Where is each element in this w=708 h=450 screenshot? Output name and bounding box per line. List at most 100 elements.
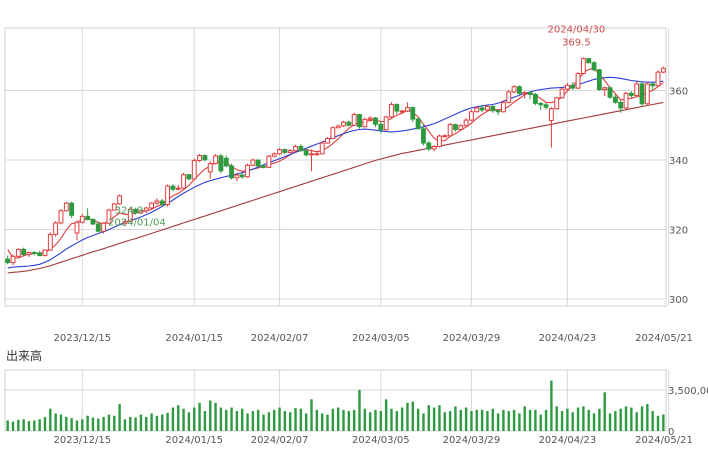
volume-y-axis: 0 3,500,00 (668, 386, 708, 438)
candle-body (165, 185, 171, 206)
volume-bar (560, 411, 564, 431)
candle-body (548, 108, 554, 121)
candle-body (15, 248, 21, 257)
candle-body (314, 153, 320, 156)
candle-body (293, 145, 298, 152)
candle-body (90, 218, 96, 225)
candle-body (421, 128, 426, 144)
volume-bar (427, 405, 430, 431)
volume-bar (486, 411, 489, 431)
volume-bar (630, 407, 633, 431)
volume-bar (443, 412, 446, 431)
volume-bar (262, 414, 265, 431)
candle-body (442, 135, 448, 138)
volume-bar (544, 409, 548, 431)
volume-bar (118, 404, 121, 431)
candle-body (410, 107, 416, 120)
volume-x-tick-label: 2023/12/15 (53, 435, 111, 446)
candle-body (58, 210, 64, 224)
volume-bar (230, 407, 233, 431)
volume-bar (310, 399, 313, 431)
volume-bar (155, 415, 159, 431)
price-x-tick-label: 2023/12/15 (53, 333, 111, 344)
volume-bar (320, 413, 324, 431)
volume-bar (187, 412, 191, 431)
candle-body (447, 124, 453, 137)
volume-bar (395, 411, 399, 431)
candle-body (596, 69, 602, 91)
candle-body (554, 97, 560, 110)
candle-body (346, 121, 352, 126)
candle-body (458, 125, 464, 130)
candle-body (261, 165, 266, 168)
volume-bar (555, 406, 558, 431)
candle-body (575, 73, 581, 89)
ma-long-line (7, 101, 664, 274)
candle-body (133, 208, 139, 214)
candle-body (660, 67, 666, 73)
candle-body (63, 202, 69, 212)
candle-body (47, 233, 53, 251)
candle-body (394, 103, 400, 112)
candle-body (309, 153, 314, 156)
volume-x-tick-label: 2024/01/15 (165, 435, 223, 446)
candle-body (580, 58, 586, 75)
candle-body (239, 174, 245, 178)
candle-body (453, 124, 458, 130)
candle-body (127, 208, 133, 223)
volume-bar (342, 409, 345, 431)
candle-body (538, 102, 544, 106)
volume-bar (608, 413, 612, 431)
volume-bar (278, 407, 281, 431)
candle-body (543, 104, 549, 108)
volume-tick-label: 3,500,00 (668, 386, 708, 397)
volume-bar (107, 414, 111, 431)
volume-bar (662, 414, 665, 431)
candle-body (351, 114, 357, 126)
candle-body (202, 155, 208, 161)
volume-bar (646, 404, 649, 431)
candle-body (522, 92, 528, 95)
candle-body (655, 71, 661, 87)
candle-body (149, 202, 155, 209)
candle-body (341, 121, 346, 127)
volume-bar (379, 411, 383, 431)
candle-body (623, 92, 629, 109)
candle-body (383, 116, 389, 131)
candle-body (532, 93, 538, 104)
volume-bar (512, 409, 516, 431)
volume-bar (459, 409, 462, 431)
volume-bar (448, 411, 452, 431)
candle-body (570, 84, 576, 89)
price-x-axis: 2023/12/15 2024/01/15 2024/02/07 2024/03/05… (53, 333, 692, 344)
candle-body (607, 87, 613, 98)
price-x-tick-label: 2024/05/21 (635, 333, 693, 344)
volume-bar (283, 411, 287, 431)
candle-body (634, 83, 640, 96)
price-x-tick-label: 2024/01/15 (165, 333, 223, 344)
candle-body (474, 107, 480, 113)
price-tick-label: 340 (669, 156, 688, 167)
price-tick-label: 300 (669, 295, 688, 306)
candle-body (101, 222, 107, 232)
volume-bar (294, 408, 297, 431)
volume-bar (656, 415, 660, 431)
volume-bar (374, 409, 377, 431)
volume-bar (411, 401, 414, 431)
volume-bar (598, 408, 601, 431)
candle-body (37, 252, 43, 257)
volume-x-tick-label: 2024/04/23 (539, 435, 597, 446)
candle-body (197, 155, 202, 161)
volume-bar (400, 407, 404, 431)
candle-body (138, 210, 144, 214)
volume-bar (523, 406, 526, 431)
volume-bar (182, 408, 185, 431)
volume-bar (272, 409, 276, 431)
price-x-tick-label: 2024/03/05 (352, 333, 410, 344)
volume-bar (336, 407, 340, 431)
volume-x-tick-label: 2024/03/05 (352, 435, 410, 446)
volume-bar (470, 411, 473, 431)
candle-body (175, 187, 181, 190)
